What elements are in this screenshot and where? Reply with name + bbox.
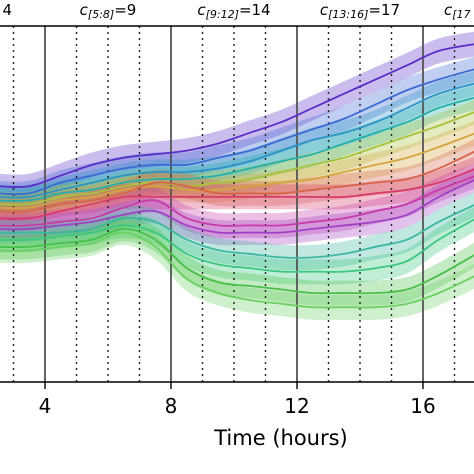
x-tick-label: 16 xyxy=(410,394,435,418)
series-14-band xyxy=(0,219,474,320)
series-lines xyxy=(0,43,474,309)
x-tick-label: 4 xyxy=(39,394,52,418)
series-11-line xyxy=(0,204,474,259)
series-7-line xyxy=(0,150,474,213)
series-8-line xyxy=(0,168,474,220)
confidence-bands xyxy=(0,31,474,320)
x-ticks: 4 8 12 16 xyxy=(39,382,436,418)
series-6-line xyxy=(0,132,474,210)
series-3-band xyxy=(0,71,474,210)
top-label: c[9:12]=14 xyxy=(197,1,270,21)
series-6-band xyxy=(0,121,474,221)
series-3-line xyxy=(0,82,474,199)
top-label: 4 xyxy=(2,1,12,19)
axes xyxy=(0,25,474,383)
series-12-line xyxy=(0,218,474,273)
x-axis-title: Time (hours) xyxy=(213,426,348,450)
top-labels: 4 c[5:8]=9 c[9:12]=14 c[13:16]=17 c[17 xyxy=(2,1,470,21)
top-label: c[5:8]=9 xyxy=(80,1,137,21)
series-13-band xyxy=(0,216,474,306)
series-2-line xyxy=(0,68,474,196)
series-1-line xyxy=(0,43,474,189)
series-4-line xyxy=(0,96,474,202)
top-label: c[17 xyxy=(444,1,471,21)
series-13-line xyxy=(0,227,474,295)
series-5-line xyxy=(0,111,474,206)
series-4-band xyxy=(0,85,474,214)
x-tick-label: 8 xyxy=(165,394,178,418)
x-tick-label: 12 xyxy=(284,394,309,418)
series-10-line xyxy=(0,179,474,234)
series-1-band xyxy=(0,31,474,200)
series-14-line xyxy=(0,231,474,309)
series-9-line xyxy=(0,175,474,227)
top-label: c[13:16]=17 xyxy=(320,1,400,21)
series-7-band xyxy=(0,139,474,225)
